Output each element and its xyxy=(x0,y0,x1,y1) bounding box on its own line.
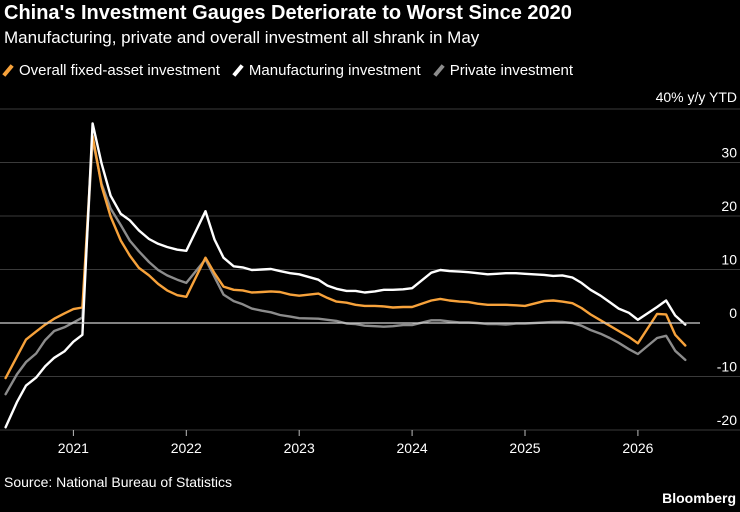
x-tick-label: 2025 xyxy=(509,440,540,456)
chart-subtitle: Manufacturing, private and overall inves… xyxy=(4,28,480,47)
x-tick-label: 2026 xyxy=(622,440,653,456)
series-line-private-investment xyxy=(4,138,687,396)
series-line-overall-fixed-asset-investment xyxy=(4,134,687,380)
legend-item-overall: Overall fixed-asset investment xyxy=(2,61,220,79)
x-tick-label: 2021 xyxy=(58,440,89,456)
x-tick-label: 2023 xyxy=(284,440,315,456)
series-line-manufacturing-investment xyxy=(4,122,687,429)
legend-label-private: Private investment xyxy=(449,61,574,79)
y-tick-label: -10 xyxy=(717,359,737,375)
source-note: Source: National Bureau of Statistics xyxy=(4,474,233,490)
y-tick-label: 20 xyxy=(721,198,737,214)
bloomberg-logo: Bloomberg xyxy=(662,490,736,506)
legend: Overall fixed-asset investment Manufactu… xyxy=(2,60,587,80)
y-tick-label: 30 xyxy=(721,145,737,161)
y-tick-label: 0 xyxy=(729,305,737,321)
legend-item-manufacturing: Manufacturing investment xyxy=(232,61,421,79)
chart-title: China's Investment Gauges Deteriorate to… xyxy=(4,2,572,24)
legend-label-manufacturing: Manufacturing investment xyxy=(248,61,421,79)
y-tick-label: -20 xyxy=(717,412,737,428)
legend-label-overall: Overall fixed-asset investment xyxy=(19,61,220,79)
legend-item-private: Private investment xyxy=(432,61,574,79)
x-tick-label: 2022 xyxy=(171,440,202,456)
y-axis-label: 40% y/y YTD xyxy=(656,89,737,105)
y-tick-label: 10 xyxy=(721,252,737,268)
x-tick-label: 2024 xyxy=(397,440,428,456)
